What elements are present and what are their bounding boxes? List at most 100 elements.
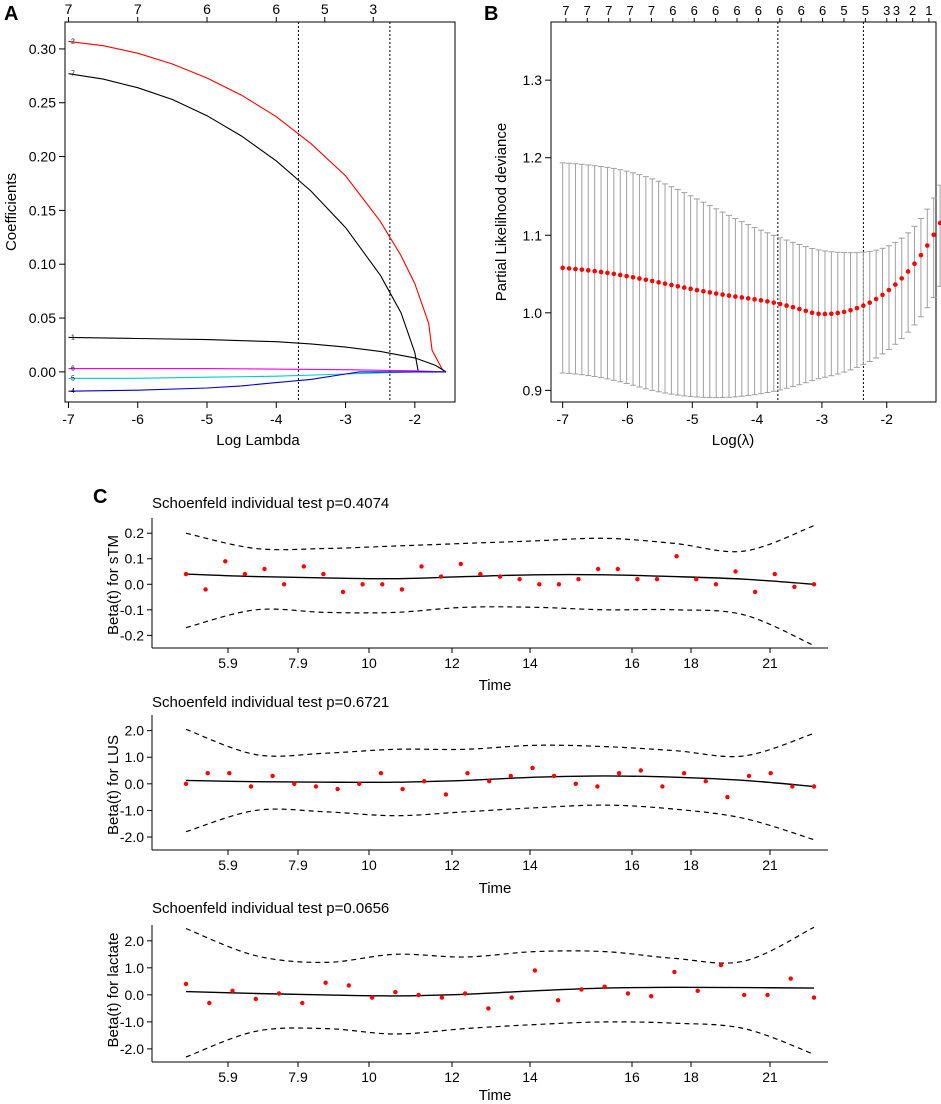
panel-a-plot-frame bbox=[64, 21, 456, 403]
panel-c3-residual-point bbox=[602, 984, 607, 989]
panel-a-coef-label-1: 1 bbox=[71, 334, 75, 341]
panel-b-deviance-point bbox=[886, 287, 892, 293]
panel-b-deviance-point bbox=[918, 252, 924, 258]
panel-c3-x-tick-label: 18 bbox=[683, 1069, 699, 1085]
panel-c3-title: Schoenfeld individual test p=0.0656 bbox=[152, 900, 389, 917]
panel-c3-residual-point bbox=[230, 988, 235, 993]
panel-c3-residual-point bbox=[555, 998, 561, 1003]
panel-c3-residual-point bbox=[649, 994, 654, 999]
panel-b-deviance-point bbox=[899, 276, 905, 281]
panel-a-y-tick-label: 0.25 bbox=[29, 95, 56, 111]
panel-label-b: B bbox=[484, 3, 498, 25]
panel-b-x-tick-label: -5 bbox=[686, 411, 699, 427]
panel-b-deviance-point bbox=[643, 277, 649, 283]
panel-c1-residual-point bbox=[772, 571, 777, 577]
panel-b-deviance-point bbox=[931, 232, 937, 238]
panel-c2-x-tick-label: 16 bbox=[624, 857, 640, 873]
panel-c2-x-axis-title: Time bbox=[479, 880, 512, 897]
panel-c1-residual-point bbox=[497, 574, 503, 579]
panel-c2-upper-band bbox=[185, 728, 815, 758]
panel-c1-residual-point bbox=[811, 582, 817, 587]
panel-b-x-tick-label: -6 bbox=[621, 411, 634, 427]
panel-c3-residual-point bbox=[486, 1006, 491, 1011]
panel-a-x-tick-label: -5 bbox=[201, 411, 214, 427]
panel-b-deviance-point bbox=[835, 310, 841, 316]
panel-b-deviance-point bbox=[758, 298, 764, 303]
panel-c1-y-tick-label: -0.1 bbox=[120, 602, 144, 618]
panel-c1-residual-point bbox=[340, 589, 346, 595]
panel-b-deviance-point bbox=[713, 291, 719, 296]
panel-c3-residual-point bbox=[811, 995, 817, 1000]
panel-c1-residual-point bbox=[537, 582, 542, 587]
panel-b-deviance-point bbox=[841, 309, 847, 315]
panel-b-deviance-point bbox=[739, 295, 745, 300]
panel-b-deviance-point bbox=[579, 267, 585, 272]
panel-c1-residual-point bbox=[576, 577, 581, 582]
panel-b-deviance-point bbox=[630, 274, 636, 280]
panel-label-a: A bbox=[4, 3, 18, 25]
panel-c1-residual-point bbox=[380, 582, 385, 587]
panel-b-deviance-point bbox=[867, 300, 873, 305]
panel-b-top-tick-label: 5 bbox=[840, 3, 847, 18]
panel-b-deviance-point bbox=[816, 311, 821, 317]
panel-b-x-tick-label: -3 bbox=[816, 411, 829, 427]
panel-c3-residual-point bbox=[346, 983, 351, 988]
panel-b-deviance-point bbox=[784, 303, 789, 308]
panel-b-y-tick-label: 1.3 bbox=[523, 72, 543, 88]
panel-c3-x-tick-label: 5.9 bbox=[218, 1069, 238, 1085]
panel-b-deviance-point bbox=[777, 301, 783, 307]
panel-c1-y-tick-label: 0.0 bbox=[125, 576, 145, 592]
panel-c3-residual-point bbox=[207, 1000, 212, 1006]
panel-b-deviance-point bbox=[848, 307, 853, 313]
panel-b-y-axis-title: Partial Likelihood deviance bbox=[493, 123, 510, 301]
panel-c2-y-tick-label: 0.0 bbox=[125, 776, 145, 792]
panel-b-top-tick-label: 7 bbox=[605, 3, 612, 18]
panel-a-top-tick-label: 6 bbox=[203, 1, 211, 17]
panel-c2-lower-band bbox=[185, 804, 815, 841]
panel-c3-y-tick-label: 0.0 bbox=[125, 987, 145, 1003]
panel-b-top-tick-label: 6 bbox=[798, 3, 805, 18]
panel-c3-residual-point bbox=[532, 968, 538, 973]
panel-c2-residual-point bbox=[573, 781, 578, 786]
panel-c2-residual-point bbox=[681, 771, 687, 776]
panel-b-x-tick-label: -7 bbox=[556, 411, 569, 427]
panel-b-deviance-point bbox=[809, 310, 815, 316]
panel-c2-residual-point bbox=[313, 784, 319, 789]
panel-b-deviance-point bbox=[905, 269, 911, 274]
panel-b-deviance-point bbox=[669, 282, 674, 288]
panel-b-deviance-point bbox=[605, 270, 610, 276]
panel-b-deviance-point bbox=[752, 297, 757, 302]
panel-c2-title: Schoenfeld individual test p=0.6721 bbox=[152, 694, 389, 711]
panel-c3-x-tick-label: 10 bbox=[361, 1069, 377, 1085]
panel-b-top-tick-label: 6 bbox=[819, 3, 826, 18]
panel-b-y-tick-label: 1.2 bbox=[523, 150, 543, 166]
panel-b-deviance-point bbox=[662, 281, 668, 286]
panel-c2-y-tick-label: -2.0 bbox=[120, 829, 144, 845]
panel-b-top-tick-label: 2 bbox=[909, 3, 916, 18]
panel-a-top-tick-label: 7 bbox=[65, 1, 73, 17]
panel-c1-residual-point bbox=[595, 566, 601, 572]
panel-c2-smooth-line bbox=[185, 775, 815, 788]
panel-a-coef-label-5: 5 bbox=[71, 375, 75, 382]
panel-c2-x-tick-label: 21 bbox=[762, 857, 778, 873]
panel-a-coef-path-1 bbox=[68, 336, 447, 373]
panel-b-deviance-point bbox=[912, 261, 917, 267]
panel-c1-lower-band bbox=[185, 606, 815, 647]
panel-c1-x-tick-label: 16 bbox=[624, 655, 640, 671]
panel-c2-x-tick-label: 10 bbox=[361, 857, 377, 873]
panel-c1-residual-point bbox=[556, 582, 562, 587]
panel-a-top-tick-label: 7 bbox=[134, 1, 142, 17]
panel-a-y-tick-label: 0.15 bbox=[29, 202, 56, 218]
panel-b-top-tick-label: 6 bbox=[776, 3, 783, 18]
panel-a-y-tick-label: 0.20 bbox=[29, 149, 56, 165]
panel-a-coef-path-2 bbox=[68, 40, 447, 373]
panel-c1-residual-point bbox=[301, 564, 306, 569]
panel-b-deviance-point bbox=[822, 311, 828, 317]
panel-b-deviance-point bbox=[797, 306, 802, 312]
panel-c3-residual-point bbox=[393, 989, 398, 995]
panel-c3-y-tick-label: -2.0 bbox=[120, 1041, 144, 1057]
panel-c1-residual-point bbox=[752, 589, 758, 595]
panel-c2-residual-point bbox=[746, 773, 752, 779]
panel-c2-residual-point bbox=[292, 781, 297, 786]
panel-c1-residual-point bbox=[203, 587, 208, 592]
